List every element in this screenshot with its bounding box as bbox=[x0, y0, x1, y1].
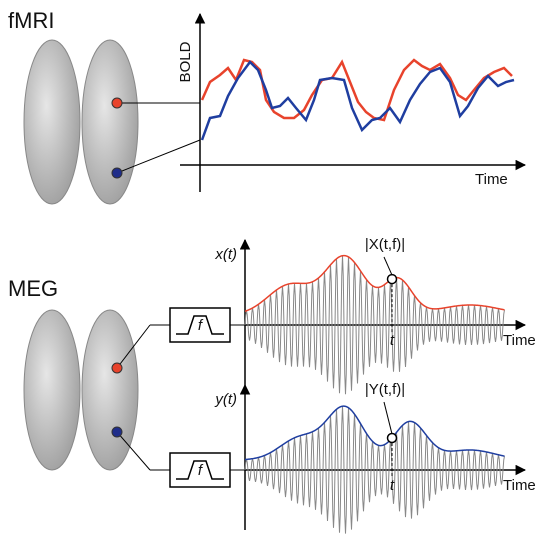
envelope-label: |X(t,f)| bbox=[365, 236, 405, 253]
filter-box: f bbox=[169, 452, 231, 488]
callout bbox=[383, 256, 393, 276]
signal-label: x(t) bbox=[214, 246, 237, 263]
time-marker-label: t bbox=[390, 332, 395, 349]
panel-title: MEG bbox=[8, 276, 58, 301]
envelope-point bbox=[386, 432, 398, 444]
source-dot bbox=[111, 362, 123, 374]
source-dot bbox=[111, 97, 123, 109]
callout bbox=[383, 401, 393, 435]
filter-label: f bbox=[198, 317, 204, 334]
source-dot bbox=[111, 426, 123, 438]
oscillation bbox=[244, 255, 505, 395]
connector bbox=[116, 431, 151, 471]
bold-trace bbox=[200, 60, 515, 141]
signal-label: y(t) bbox=[214, 391, 237, 408]
envelope-point bbox=[386, 273, 398, 285]
time-marker-label: t bbox=[390, 477, 395, 494]
filter-label: f bbox=[198, 462, 204, 479]
brain bbox=[23, 39, 139, 205]
filter-box: f bbox=[169, 307, 231, 343]
x-axis-label: Time bbox=[503, 332, 536, 349]
envelope bbox=[244, 405, 505, 461]
y-axis-label: BOLD bbox=[177, 41, 194, 82]
brain bbox=[23, 309, 139, 471]
oscillation bbox=[244, 406, 505, 534]
x-axis-label: Time bbox=[503, 477, 536, 494]
x-axis-label: Time bbox=[475, 171, 508, 188]
connector bbox=[116, 139, 201, 174]
panel-title: fMRI bbox=[8, 8, 54, 33]
envelope bbox=[244, 254, 505, 313]
connector bbox=[116, 324, 151, 369]
envelope-label: |Y(t,f)| bbox=[365, 381, 405, 398]
source-dot bbox=[111, 167, 123, 179]
